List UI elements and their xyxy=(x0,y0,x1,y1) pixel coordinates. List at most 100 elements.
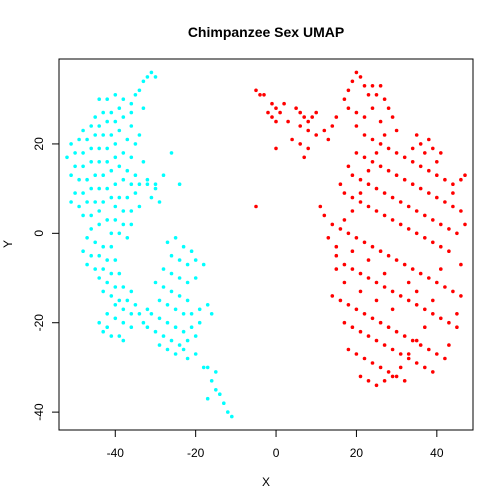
data-point xyxy=(73,151,77,155)
data-point xyxy=(406,227,411,231)
data-point xyxy=(410,146,415,151)
data-point xyxy=(113,316,118,321)
data-point xyxy=(85,262,89,267)
data-point xyxy=(81,249,85,253)
data-point xyxy=(414,361,419,365)
data-point xyxy=(358,177,363,182)
data-point xyxy=(205,365,210,370)
data-point xyxy=(97,276,101,280)
data-point xyxy=(302,155,307,160)
data-point xyxy=(366,379,371,383)
data-point xyxy=(189,312,194,316)
data-point xyxy=(101,244,105,249)
y-tick-label: 0 xyxy=(32,230,46,237)
data-point xyxy=(93,133,97,137)
data-point xyxy=(406,356,411,361)
data-point xyxy=(338,298,343,303)
data-point xyxy=(93,115,97,119)
data-point xyxy=(366,334,371,338)
data-point xyxy=(133,191,138,195)
data-point xyxy=(125,137,130,142)
chart-title: Chimpanzee Sex UMAP xyxy=(188,24,344,40)
data-point xyxy=(394,258,399,262)
data-point xyxy=(185,298,190,303)
data-point xyxy=(105,218,109,222)
data-point xyxy=(117,298,122,303)
data-point xyxy=(463,222,467,227)
data-point xyxy=(435,352,439,356)
data-point xyxy=(101,289,105,294)
data-point xyxy=(105,312,109,316)
data-point xyxy=(402,262,407,267)
data-point xyxy=(378,142,383,146)
data-point xyxy=(378,365,383,370)
data-point xyxy=(455,312,459,316)
data-point xyxy=(193,352,198,356)
data-point xyxy=(129,222,134,227)
data-point xyxy=(398,352,403,356)
data-point xyxy=(113,93,118,97)
data-point xyxy=(109,110,114,115)
data-point xyxy=(354,236,359,240)
data-point xyxy=(362,115,367,119)
data-point xyxy=(153,329,158,334)
data-point xyxy=(117,195,122,200)
data-point xyxy=(165,347,170,352)
data-point xyxy=(73,191,77,195)
data-point xyxy=(177,294,182,298)
data-point xyxy=(423,151,427,155)
data-point xyxy=(222,401,226,406)
data-point xyxy=(81,151,85,155)
data-point xyxy=(129,312,134,316)
data-point xyxy=(205,396,210,401)
data-point xyxy=(101,133,105,137)
x-axis-label: X xyxy=(262,475,270,489)
data-point xyxy=(121,320,126,325)
data-point xyxy=(414,303,419,307)
data-point xyxy=(451,182,455,186)
data-point xyxy=(423,325,427,330)
data-point xyxy=(117,271,122,276)
y-axis-label: Y xyxy=(1,240,15,248)
data-point xyxy=(358,191,363,195)
data-point xyxy=(394,374,399,379)
data-point xyxy=(386,370,391,374)
data-point xyxy=(394,128,399,133)
data-point xyxy=(406,298,411,303)
data-point xyxy=(97,97,101,101)
data-point xyxy=(354,110,359,115)
data-point xyxy=(181,312,186,316)
data-point xyxy=(354,124,359,128)
data-point xyxy=(113,142,118,146)
data-point xyxy=(414,231,419,236)
data-point xyxy=(350,79,355,84)
data-point xyxy=(97,146,101,151)
data-point xyxy=(97,124,101,128)
data-point xyxy=(354,307,359,312)
data-point xyxy=(105,146,109,151)
data-point xyxy=(81,213,85,218)
data-point xyxy=(165,240,170,245)
data-point xyxy=(447,320,451,325)
data-point xyxy=(390,195,395,200)
data-point xyxy=(386,106,391,110)
data-point xyxy=(410,338,415,343)
data-point xyxy=(342,191,347,195)
data-point xyxy=(169,151,174,155)
data-point xyxy=(378,164,383,169)
x-tick-label: 0 xyxy=(273,446,280,460)
data-point xyxy=(181,244,186,249)
data-point xyxy=(185,262,190,267)
data-point xyxy=(326,236,331,240)
data-point xyxy=(390,374,395,379)
data-point xyxy=(366,182,371,186)
data-point xyxy=(145,307,150,312)
data-point xyxy=(394,151,399,155)
data-point xyxy=(97,186,101,191)
data-point xyxy=(451,289,455,294)
data-point xyxy=(65,155,69,160)
data-point xyxy=(427,137,431,142)
data-point xyxy=(423,307,427,312)
data-point xyxy=(89,227,93,231)
data-point xyxy=(382,379,387,383)
